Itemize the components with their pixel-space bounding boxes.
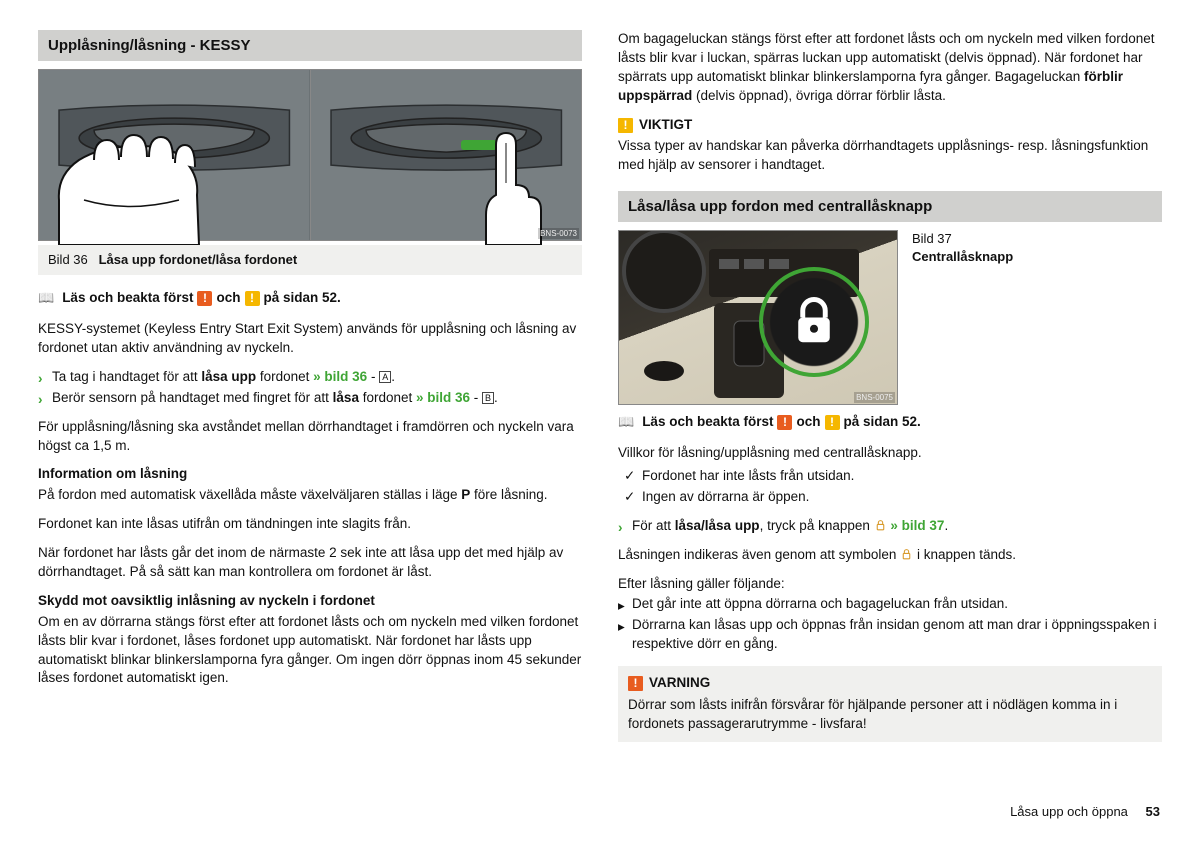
page-number: 53	[1146, 804, 1160, 819]
ref-link[interactable]: » bild 37	[890, 518, 944, 533]
warning-text: Dörrar som låsts inifrån försvårar för h…	[628, 696, 1152, 734]
condition-1: Fordonet har inte låsts från utsidan.	[618, 467, 1162, 486]
chevron-icon: ›	[38, 370, 43, 389]
caption-num: Bild 36	[48, 252, 88, 267]
chevron-icon: ›	[618, 519, 623, 538]
paragraph: När fordonet har låsts går det inom de n…	[38, 544, 582, 582]
read-first-and: och	[216, 289, 240, 308]
chevron-icon: ›	[38, 391, 43, 410]
paragraph: KESSY-systemet (Keyless Entry Start Exit…	[38, 320, 582, 358]
paragraph: Om bagageluckan stängs först efter att f…	[618, 30, 1162, 106]
condition-2: Ingen av dörrarna är öppen.	[618, 488, 1162, 507]
section-header-kessy: Upplåsning/låsning - KESSY	[38, 30, 582, 61]
section-header-centrallock: Låsa/låsa upp fordon med centrallåsknapp	[618, 191, 1162, 222]
warning-callout: ! VARNING Dörrar som låsts inifrån försv…	[618, 666, 1162, 742]
figure-37: BNS-0075 Bild 37 Centrallåsknapp	[618, 230, 1162, 405]
lock-button-highlight	[759, 267, 869, 377]
warning-yellow-icon: !	[245, 291, 260, 306]
subheading: Information om låsning	[38, 465, 582, 484]
triangle-icon: ▸	[618, 597, 625, 616]
warning-yellow-icon: !	[825, 415, 840, 430]
hand-grab-icon	[49, 105, 219, 245]
read-first-pre: Läs och beakta först	[62, 289, 193, 308]
right-column: Om bagageluckan stängs först efter att f…	[618, 30, 1162, 742]
caption-text: Låsa upp fordonet/låsa fordonet	[99, 252, 298, 267]
important-title: VIKTIGT	[639, 116, 692, 135]
paragraph: Fordonet kan inte låsas utifrån om tändn…	[38, 515, 582, 534]
padlock-small-icon	[874, 519, 887, 532]
warning-red-icon: !	[777, 415, 792, 430]
read-first-post: på sidan 52.	[264, 289, 341, 308]
instruction-unlock: › Ta tag i handtaget för att låsa upp fo…	[38, 368, 582, 387]
ref-box-b: B	[482, 392, 494, 404]
caption-num: Bild 37	[912, 230, 1013, 248]
figure-36-caption: Bild 36 Låsa upp fordonet/låsa fordonet	[38, 245, 582, 275]
paragraph: På fordon med automatisk växellåda måste…	[38, 486, 582, 505]
after-lock-2: ▸Dörrarna kan låsas upp och öppnas från …	[618, 616, 1162, 654]
triangle-icon: ▸	[618, 618, 625, 637]
subheading: Skydd mot oavsiktlig inlåsning av nyckel…	[38, 592, 582, 611]
figure-37-image: BNS-0075	[618, 230, 898, 405]
paragraph: Efter låsning gäller följande:	[618, 575, 1162, 594]
read-first-and: och	[796, 413, 820, 432]
paragraph: För upplåsning/låsning ska avståndet mel…	[38, 418, 582, 456]
padlock-small-icon	[900, 548, 913, 561]
important-header: ! VIKTIGT	[618, 116, 1162, 135]
read-first-notice-2: Läs och beakta först ! och ! på sidan 52…	[618, 413, 1162, 432]
ref-link[interactable]: » bild 36	[416, 390, 470, 405]
caption-text: Centrallåsknapp	[912, 249, 1013, 264]
read-first-post: på sidan 52.	[844, 413, 921, 432]
paragraph: Villkor för låsning/upplåsning med centr…	[618, 444, 1162, 463]
figure-36-b: B BNS-0073	[311, 70, 582, 240]
ref-link[interactable]: » bild 36	[313, 369, 367, 384]
instruction-press: › För att låsa/låsa upp, tryck på knappe…	[618, 517, 1162, 536]
after-lock-1: ▸Det går inte att öppna dörrarna och bag…	[618, 595, 1162, 614]
left-column: Upplåsning/låsning - KESSY A B	[38, 30, 582, 742]
paragraph: Låsningen indikeras även genom att symbo…	[618, 546, 1162, 565]
important-icon: !	[618, 118, 633, 133]
figure-ref-code: BNS-0075	[854, 392, 895, 403]
page-footer: Låsa upp och öppna 53	[1010, 803, 1160, 821]
read-first-notice: Läs och beakta först ! och ! på sidan 52…	[38, 289, 582, 308]
figure-ref-code: BNS-0073	[538, 228, 579, 239]
figure-37-caption: Bild 37 Centrallåsknapp	[912, 230, 1013, 405]
figure-36: A B	[38, 69, 582, 241]
hand-point-icon	[461, 105, 551, 245]
footer-text: Låsa upp och öppna	[1010, 804, 1128, 819]
warning-title: VARNING	[649, 674, 710, 693]
read-first-pre: Läs och beakta först	[642, 413, 773, 432]
book-icon	[618, 413, 638, 432]
instruction-lock: › Berör sensorn på handtaget med fingret…	[38, 389, 582, 408]
ref-box-a: A	[379, 371, 391, 383]
warning-icon: !	[628, 676, 643, 691]
important-text: Vissa typer av handskar kan påverka dörr…	[618, 137, 1162, 175]
paragraph: Om en av dörrarna stängs först efter att…	[38, 613, 582, 689]
padlock-icon	[787, 295, 841, 349]
warning-red-icon: !	[197, 291, 212, 306]
book-icon	[38, 289, 58, 308]
warning-header: ! VARNING	[628, 674, 1152, 693]
figure-36-a: A	[39, 70, 311, 240]
